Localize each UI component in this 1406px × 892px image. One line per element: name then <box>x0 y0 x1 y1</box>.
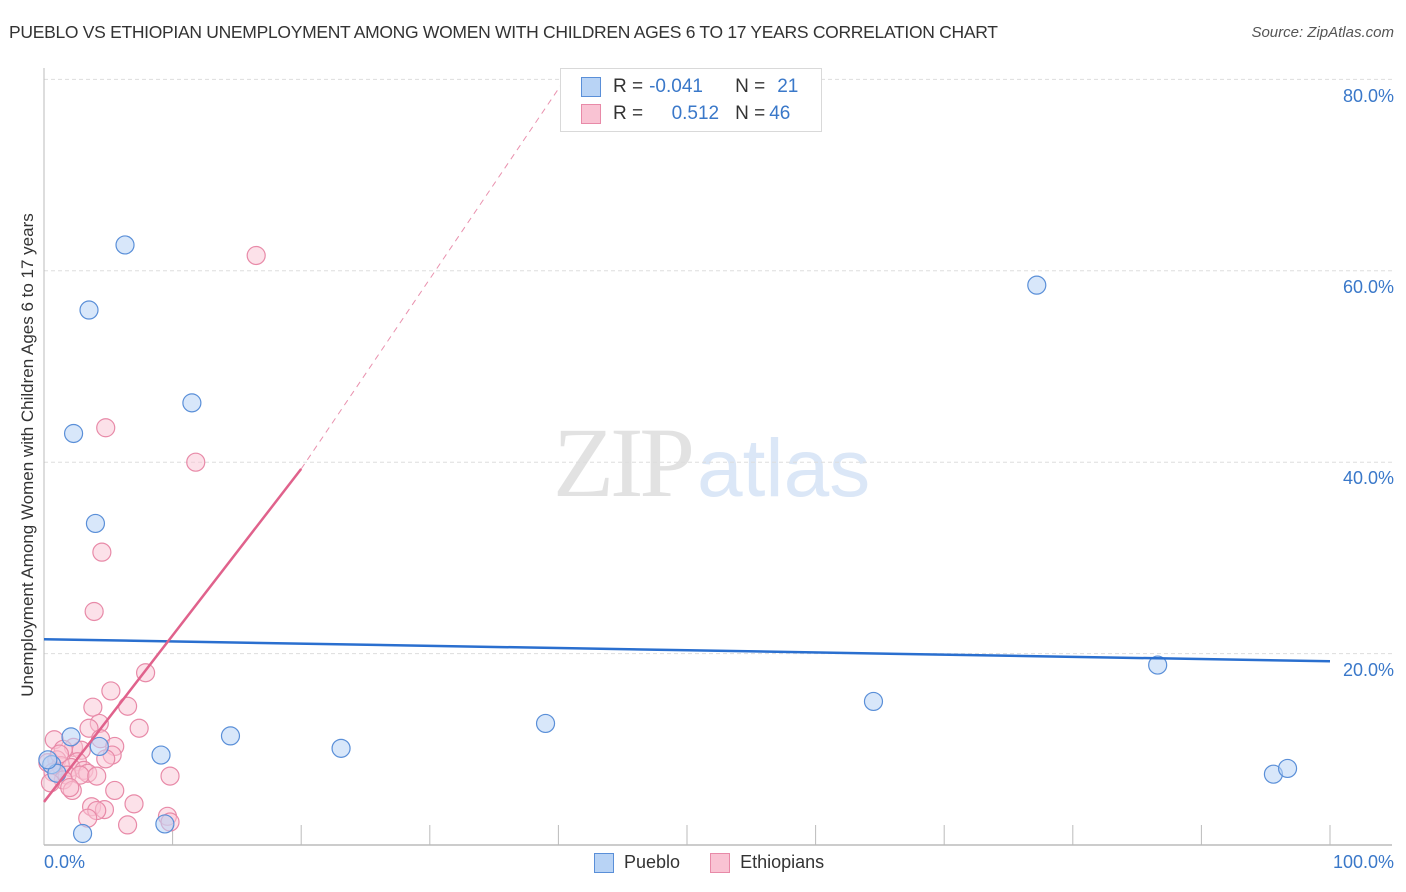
pueblo-point <box>115 235 135 255</box>
ethiopians-point <box>160 766 180 786</box>
ethiopians-swatch-icon <box>710 852 731 873</box>
stats-legend: R = -0.041 N = 21 R = 0.512 N = 46 <box>560 68 822 132</box>
r-value: -0.041 <box>649 76 703 97</box>
ethiopians-point <box>84 601 104 622</box>
axes <box>43 68 1392 846</box>
n-value: 21 <box>777 76 799 97</box>
pueblo-point <box>1277 758 1298 779</box>
pueblo-point <box>85 513 106 534</box>
pueblo-swatch-icon <box>594 852 614 873</box>
n-label: N = <box>735 103 766 124</box>
pueblo-point <box>89 736 109 757</box>
gridlines <box>44 78 1392 655</box>
ethiopians-point <box>83 697 103 717</box>
stats-row-ethiopians: R = 0.512 N = 46 <box>581 102 790 126</box>
y-tick-80: 80.0% <box>1342 86 1394 106</box>
ethiopians-swatch-icon <box>581 104 601 124</box>
n-label: N = <box>735 76 766 97</box>
ethiopians-point <box>117 815 138 835</box>
legend-label-ethiopians: Ethiopians <box>740 852 825 872</box>
pueblo-point <box>1148 655 1168 675</box>
pueblo-point <box>863 691 884 712</box>
r-label: R = <box>613 76 644 97</box>
series-legend: Pueblo Ethiopians <box>594 852 854 873</box>
y-tick-60: 60.0% <box>1342 277 1394 297</box>
pueblo-point <box>61 727 81 747</box>
y-axis-label: Unemployment Among Women with Children A… <box>18 213 37 697</box>
pueblo-point <box>331 738 351 758</box>
pueblo-trend-line <box>43 637 1331 663</box>
ethiopians-point <box>105 780 125 801</box>
ethiopians-point <box>101 681 121 701</box>
x-tick-100: 100.0% <box>1332 852 1394 872</box>
pueblo-point <box>1027 275 1047 295</box>
y-tick-40: 40.0% <box>1342 468 1394 488</box>
pueblo-point <box>182 393 202 413</box>
pueblo-point <box>155 814 175 834</box>
y-tick-20: 20.0% <box>1342 660 1394 680</box>
ethiopians-trend-extension <box>300 79 566 470</box>
legend-item-ethiopians[interactable]: Ethiopians <box>710 852 824 873</box>
watermark-atlas: atlas <box>697 423 871 514</box>
pueblo-point <box>63 423 84 444</box>
pueblo-point <box>535 713 556 734</box>
ethiopians-point <box>124 794 144 814</box>
r-label: R = <box>613 103 644 124</box>
pueblo-point <box>79 300 99 320</box>
ethiopians-points <box>38 245 266 835</box>
r-value: 0.512 <box>671 103 720 124</box>
trend-lines <box>43 79 1331 803</box>
pueblo-point <box>38 750 58 770</box>
x-tick-0: 0.0% <box>44 852 86 872</box>
ethiopians-point <box>92 542 112 562</box>
ethiopians-trend-line <box>43 468 303 803</box>
ethiopians-point <box>60 777 80 798</box>
n-value: 46 <box>769 103 791 124</box>
pueblo-point <box>151 745 171 765</box>
stats-row-pueblo: R = -0.041 N = 21 <box>581 75 798 99</box>
pueblo-point <box>72 823 93 844</box>
ethiopians-point <box>246 245 266 266</box>
ethiopians-point <box>96 418 116 438</box>
pueblo-point <box>220 726 241 746</box>
ethiopians-point <box>87 766 107 786</box>
ethiopians-point <box>129 718 149 738</box>
ethiopians-point <box>186 452 206 472</box>
legend-item-pueblo[interactable]: Pueblo <box>594 852 680 873</box>
chart-title: PUEBLO VS ETHIOPIAN UNEMPLOYMENT AMONG W… <box>9 22 998 42</box>
source-label: Source: ZipAtlas.com <box>1251 24 1394 41</box>
pueblo-points <box>38 235 1298 844</box>
pueblo-swatch-icon <box>581 77 601 97</box>
legend-label-pueblo: Pueblo <box>624 852 681 872</box>
